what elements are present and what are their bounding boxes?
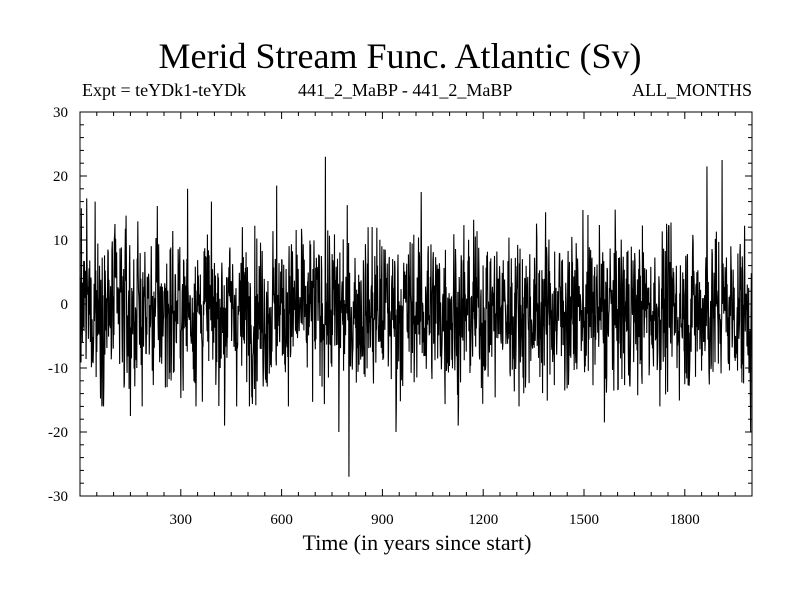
x-tick-label: 1500 bbox=[569, 512, 599, 528]
y-tick-label: -20 bbox=[48, 425, 68, 441]
y-tick-label: -30 bbox=[48, 489, 68, 505]
run-comparison-label: 441_2_MaBP - 441_2_MaBP bbox=[298, 80, 513, 100]
plot-frame bbox=[79, 111, 753, 497]
x-tick-label: 900 bbox=[371, 512, 394, 528]
series-line bbox=[79, 156, 753, 477]
x-axis-label: Time (in years since start) bbox=[302, 530, 532, 555]
x-tick-label: 300 bbox=[170, 512, 193, 528]
y-tick-label: 0 bbox=[61, 297, 69, 313]
x-tick-label: 1800 bbox=[670, 512, 700, 528]
experiment-label: Expt = teYDk1-teYDk bbox=[82, 80, 247, 100]
months-label: ALL_MONTHS bbox=[632, 80, 752, 100]
series-group bbox=[79, 156, 753, 477]
x-tick-label: 600 bbox=[270, 512, 293, 528]
y-tick-label: 20 bbox=[53, 169, 68, 185]
y-tick-label: 30 bbox=[53, 105, 68, 121]
y-tick-label: -10 bbox=[48, 361, 68, 377]
y-tick-label: 10 bbox=[53, 233, 68, 249]
tick-group: -30 -20 -10 0 10 20 30 300 600 900 1200 1500 1800 bbox=[48, 105, 752, 528]
chart-title: Merid Stream Func. Atlantic (Sv) bbox=[158, 36, 642, 76]
x-tick-label: 1200 bbox=[468, 512, 498, 528]
